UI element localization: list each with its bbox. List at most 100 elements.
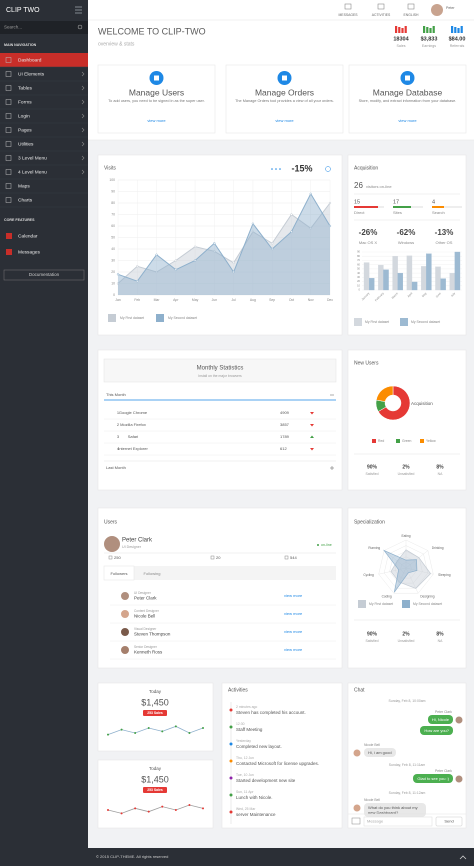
timeline-dot <box>229 742 233 746</box>
change-value: -15% <box>291 163 312 173</box>
visitors-label: visitors on-line <box>366 184 392 189</box>
tab-bar <box>104 566 336 580</box>
chat-bubble-wrap: Hi, Nicole <box>362 715 453 724</box>
chat-bubble-wrap: How are you? <box>362 726 453 735</box>
list-role: UI Designer <box>134 591 152 595</box>
tab[interactable]: Followers <box>110 571 127 576</box>
activity-time: Wed, 25 Mar <box>236 807 256 811</box>
avatar <box>121 610 129 618</box>
scroll-top[interactable] <box>459 855 467 860</box>
bar <box>449 272 456 291</box>
nav-item[interactable]: Dashboard <box>18 57 42 63</box>
tab[interactable]: Following <box>144 571 161 576</box>
legend-label: My Second dataset <box>168 316 197 320</box>
list-link[interactable]: view more <box>284 647 303 652</box>
nav-item[interactable]: Charts <box>18 197 33 203</box>
chevron <box>81 99 85 105</box>
stat-value: $84.00 <box>449 36 466 42</box>
nav-item[interactable]: Login <box>18 113 30 119</box>
chat-bubble-wrap: Hi, i am good <box>364 748 426 757</box>
list-link[interactable]: view more <box>284 611 303 616</box>
point <box>147 727 150 729</box>
topbar-item[interactable]: MESSAGES <box>338 13 358 17</box>
chat-bubble: What do you think about my new Dashboard… <box>364 803 426 817</box>
feature-link[interactable]: view more <box>275 118 294 123</box>
radar-grid <box>389 550 423 584</box>
radar-area <box>383 549 418 593</box>
avatar <box>121 628 129 636</box>
point <box>251 222 255 225</box>
core-item[interactable]: Messages <box>18 249 40 255</box>
more-icon <box>279 168 281 170</box>
nav-icon <box>5 57 12 63</box>
radar-grid <box>394 556 418 579</box>
nav-item[interactable]: Utilities <box>18 141 34 147</box>
feature-title: Manage Database <box>373 87 443 97</box>
x-tick-label: February <box>374 291 385 302</box>
feature-text: To add users, you need to be signed in a… <box>108 99 205 103</box>
topbar-item[interactable]: ACTIVITIES <box>372 13 391 17</box>
nav-item[interactable]: UI Elements <box>18 71 45 77</box>
point <box>134 807 137 810</box>
section-toggle[interactable]: This Month <box>106 392 126 397</box>
topbar-icon <box>344 3 352 10</box>
search-placeholder[interactable]: Search... <box>4 25 22 30</box>
nav-item[interactable]: Maps <box>18 183 30 189</box>
section-toggle[interactable]: Last Month <box>106 465 126 470</box>
message-input <box>363 816 433 827</box>
nav-item[interactable]: Forms <box>18 99 32 105</box>
legend-swatch <box>156 314 164 322</box>
chat-time: Sunday, Feb 8, 10:00am <box>389 699 426 703</box>
point <box>174 725 177 728</box>
sidebar <box>0 0 88 866</box>
list-role: Visual Designer <box>134 627 157 631</box>
table-cell: 612 <box>280 446 287 451</box>
legend-swatch <box>400 318 408 326</box>
table-cell: Google Chrome <box>119 410 148 415</box>
feature-text-wrap: Store, modify, and extract information f… <box>357 99 458 104</box>
source-value: 15 <box>354 199 360 205</box>
acquisition-panel <box>347 154 467 336</box>
input-placeholder[interactable]: Message <box>367 819 384 824</box>
nav-item[interactable]: Tables <box>18 85 32 91</box>
table-cell: Mozilla Firefox <box>120 422 146 427</box>
point <box>193 245 197 248</box>
core-item[interactable]: Calendar <box>18 233 38 239</box>
point <box>271 247 274 251</box>
count-icon <box>284 555 289 560</box>
footer <box>88 848 474 866</box>
radar-label: Cycling <box>363 573 374 577</box>
avatar <box>121 592 129 600</box>
x-tick-label: Oct <box>289 298 294 302</box>
chat-bubble-wrap: What do you think about my new Dashboard… <box>364 803 426 817</box>
search-icon <box>77 24 83 30</box>
feature-link[interactable]: view more <box>147 118 166 123</box>
table-cell: 4909 <box>280 410 290 415</box>
topbar-item[interactable]: ENGLISH <box>404 13 419 17</box>
list-link[interactable]: view more <box>284 629 303 634</box>
bar <box>378 264 384 291</box>
trend-icon <box>310 435 314 438</box>
activity-text: Started development new site <box>236 778 296 783</box>
nav-item[interactable]: 3 Level Menu <box>18 155 47 161</box>
nav-item[interactable]: Pages <box>18 127 32 133</box>
chat-bubble: Glad to see you :) <box>413 774 453 783</box>
legend-label: Red <box>378 439 384 443</box>
point <box>251 230 255 233</box>
send-label[interactable]: Send <box>444 819 453 824</box>
nav-item[interactable]: 4 Level Menu <box>18 169 47 175</box>
feature-link[interactable]: view more <box>398 118 417 123</box>
source-value: 17 <box>393 199 399 205</box>
brand: CLIP TWO <box>6 7 40 14</box>
topbar-user[interactable]: Peter <box>446 6 455 10</box>
stat-value: 2% <box>402 631 410 637</box>
timeline-dot <box>229 793 233 797</box>
os-value: -62% <box>397 228 416 237</box>
bar <box>420 266 427 291</box>
list-link[interactable]: view more <box>284 593 303 598</box>
avatar <box>455 716 463 724</box>
doc-button-label[interactable]: Documentation <box>29 272 60 277</box>
stat-label: NA <box>438 472 443 476</box>
radar-label: Designing <box>420 595 434 599</box>
